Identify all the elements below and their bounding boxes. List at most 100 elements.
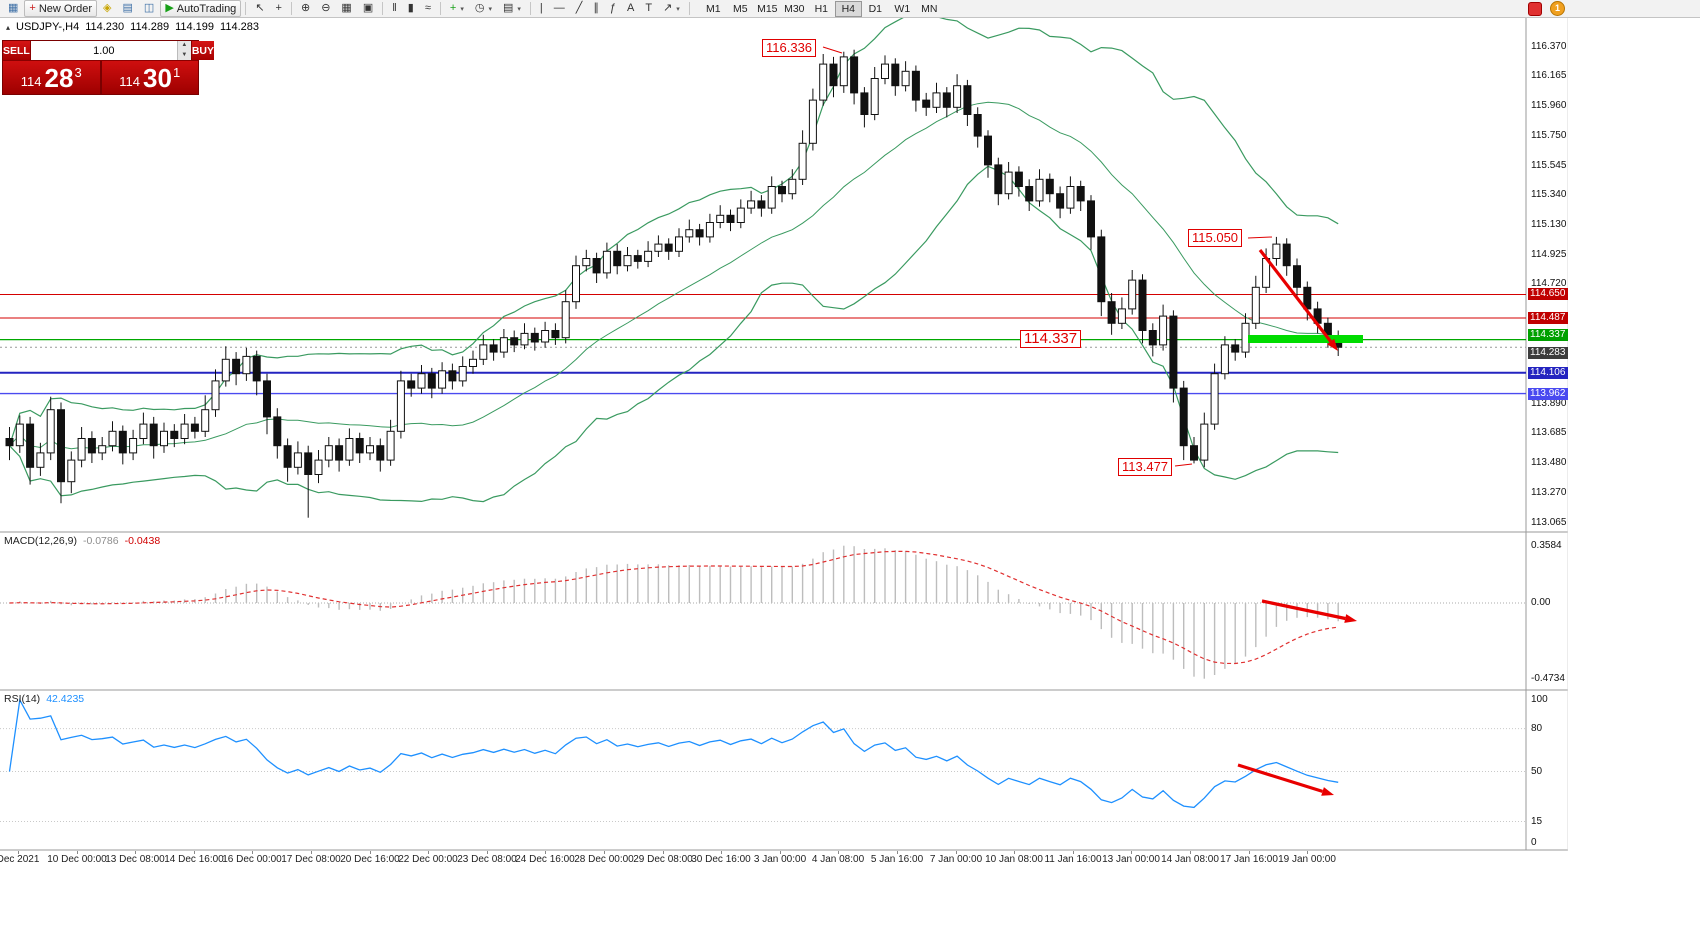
time-axis-label: 20 Dec 16:00 <box>340 854 400 865</box>
grid-icon[interactable]: ▦ <box>336 0 356 17</box>
tile-windows-icon-glyph: ▣ <box>362 2 374 14</box>
line-chart-icon[interactable]: ≈ <box>420 0 436 17</box>
main-toolbar: ▦ + New Order ◈ ▤ ◫ ▶ AutoTrading ↖ + ⊕ ⊖ ▦ ▣ ‖ ▮ ≈ + ▾ ◷ ▾ ▤… <box>0 0 1700 18</box>
text-icon[interactable]: A <box>622 0 639 17</box>
time-axis-tick <box>1073 851 1074 854</box>
zoom-in-icon[interactable]: ⊕ <box>296 0 315 17</box>
volume-increase-button[interactable]: ▲ <box>177 41 191 51</box>
price-axis-label: 113.065 <box>1531 517 1567 528</box>
symbol-marker-icon: ▴ <box>6 22 11 32</box>
navigator-icon[interactable]: ◫ <box>139 0 159 17</box>
price-axis-label: 115.130 <box>1531 219 1567 230</box>
price-annotation[interactable]: 115.050 <box>1188 229 1243 247</box>
price-level-label: 113.962 <box>1528 388 1568 400</box>
rsi-name: RSI(14) <box>4 693 41 705</box>
crosshair-icon[interactable]: + <box>271 0 287 17</box>
timeframe-w1[interactable]: W1 <box>894 2 911 15</box>
arrows-icon[interactable]: ↗ ▾ <box>658 0 685 17</box>
cursor-icon[interactable]: ↖ <box>250 0 269 17</box>
sell-button[interactable]: SELL <box>3 41 31 60</box>
market-watch-icon[interactable]: ▤ <box>118 0 138 17</box>
candle-chart-icon[interactable]: ▮ <box>403 0 419 17</box>
timeframe-mn[interactable]: MN <box>921 2 938 15</box>
time-axis[interactable]: Dec 2021 10 Dec 00:00 13 Dec 08:00 14 Dec 1… <box>0 851 1568 868</box>
bar-chart-icon[interactable]: ‖ <box>387 0 402 17</box>
new-chart-icon-glyph: ▦ <box>8 2 19 14</box>
label-icon[interactable]: T <box>640 0 657 17</box>
time-axis-tick <box>663 851 664 854</box>
alert-indicator-icon[interactable] <box>1528 1 1542 16</box>
new-order-button-label: New Order <box>38 2 93 15</box>
time-axis-label: 29 Dec 08:00 <box>633 854 693 865</box>
toolbar-separator <box>382 2 384 15</box>
volume-input[interactable] <box>30 41 177 60</box>
bar-chart-icon-glyph: ‖ <box>392 2 397 14</box>
chart-canvas[interactable] <box>0 0 1568 851</box>
candle-chart-icon-glyph: ▮ <box>407 2 414 14</box>
buy-price-quote[interactable]: 114 30 1 <box>99 61 198 94</box>
navigator-icon-glyph: ◫ <box>143 2 155 14</box>
price-level-label: 114.337 <box>1528 329 1568 341</box>
timeframe-d1[interactable]: D1 <box>868 2 883 15</box>
vertical-line-icon[interactable]: | <box>535 0 548 17</box>
zoom-out-icon[interactable]: ⊖ <box>316 0 335 17</box>
trade-panel-controls: SELL ▲ ▼ BUY <box>3 41 215 60</box>
price-annotation[interactable]: 114.337 <box>1020 330 1082 348</box>
time-axis-label: 11 Jan 16:00 <box>1044 854 1102 865</box>
timeframe-m5[interactable]: M5 <box>733 2 748 15</box>
time-axis-tick <box>838 851 839 854</box>
volume-decrease-button[interactable]: ▼ <box>177 50 191 60</box>
macd-axis-label: 0.3584 <box>1531 540 1562 551</box>
price-axis[interactable]: 116.370 116.165 115.960 115.750 115.545 115.3… <box>1527 18 1568 851</box>
time-axis-label: 4 Jan 08:00 <box>811 854 865 865</box>
tile-windows-icon[interactable]: ▣ <box>358 0 378 17</box>
time-axis-tick <box>252 851 253 854</box>
time-axis-label: 13 Dec 08:00 <box>105 854 165 865</box>
price-level-label: 114.106 <box>1528 367 1568 379</box>
toolbar-separator <box>439 2 441 15</box>
sell-price-figure: 114 <box>20 73 42 89</box>
price-annotation[interactable]: 116.336 <box>762 39 817 57</box>
time-axis-label: 17 Dec 08:00 <box>281 854 341 865</box>
price-axis-label: 115.960 <box>1531 100 1567 111</box>
grid-icon-glyph: ▦ <box>341 2 352 14</box>
horizontal-line-icon[interactable]: — <box>549 0 570 17</box>
time-axis-label: 23 Dec 08:00 <box>457 854 517 865</box>
sell-price-quote[interactable]: 114 28 3 <box>3 61 100 94</box>
new-chart-icon[interactable]: ▦ <box>3 0 23 17</box>
time-axis-tick <box>1249 851 1250 854</box>
chevron-down-icon: ▾ <box>517 5 521 13</box>
channel-icon[interactable]: ∥ <box>588 0 604 17</box>
notification-badge[interactable]: 1 <box>1550 1 1565 16</box>
templates-icon[interactable]: ▤ ▾ <box>498 0 526 17</box>
timeframe-h4[interactable]: H4 <box>834 0 862 17</box>
alerts-icon[interactable]: ◈ <box>98 0 116 17</box>
timeframe-m1[interactable]: M1 <box>706 2 721 15</box>
time-axis-tick <box>194 851 195 854</box>
time-axis-label: 10 Jan 08:00 <box>985 854 1043 865</box>
rsi-axis-label: 0 <box>1531 837 1537 848</box>
new-order-button[interactable]: + New Order <box>24 0 98 17</box>
zoom-out-icon-glyph: ⊖ <box>321 2 331 14</box>
timeframe-m15[interactable]: M15 <box>757 2 778 15</box>
price-axis-label: 116.370 <box>1531 41 1567 52</box>
time-axis-label: 17 Jan 16:00 <box>1220 854 1278 865</box>
autotrading-button[interactable]: ▶ AutoTrading <box>160 0 242 17</box>
chevron-down-icon: ▾ <box>488 5 492 13</box>
rsi-value: 42.4235 <box>46 693 85 705</box>
time-axis-label: 22 Dec 00:00 <box>398 854 458 865</box>
templates-icon-glyph: ▤ <box>502 2 514 14</box>
price-axis-label: 115.545 <box>1531 160 1567 171</box>
indicators-icon[interactable]: + ▾ <box>445 0 469 17</box>
buy-button[interactable]: BUY <box>190 41 215 60</box>
time-axis-tick <box>370 851 371 854</box>
price-annotation[interactable]: 113.477 <box>1118 458 1173 476</box>
timeframe-h1[interactable]: H1 <box>814 2 829 15</box>
trendline-icon[interactable]: ╱ <box>571 0 588 17</box>
time-axis-tick <box>897 851 898 854</box>
fibonacci-icon[interactable]: ƒ <box>605 0 621 17</box>
text-icon-glyph: A <box>626 2 635 14</box>
periods-icon[interactable]: ◷ ▾ <box>470 0 497 17</box>
time-axis-label: 13 Jan 00:00 <box>1102 854 1160 865</box>
timeframe-m30[interactable]: M30 <box>784 2 805 15</box>
